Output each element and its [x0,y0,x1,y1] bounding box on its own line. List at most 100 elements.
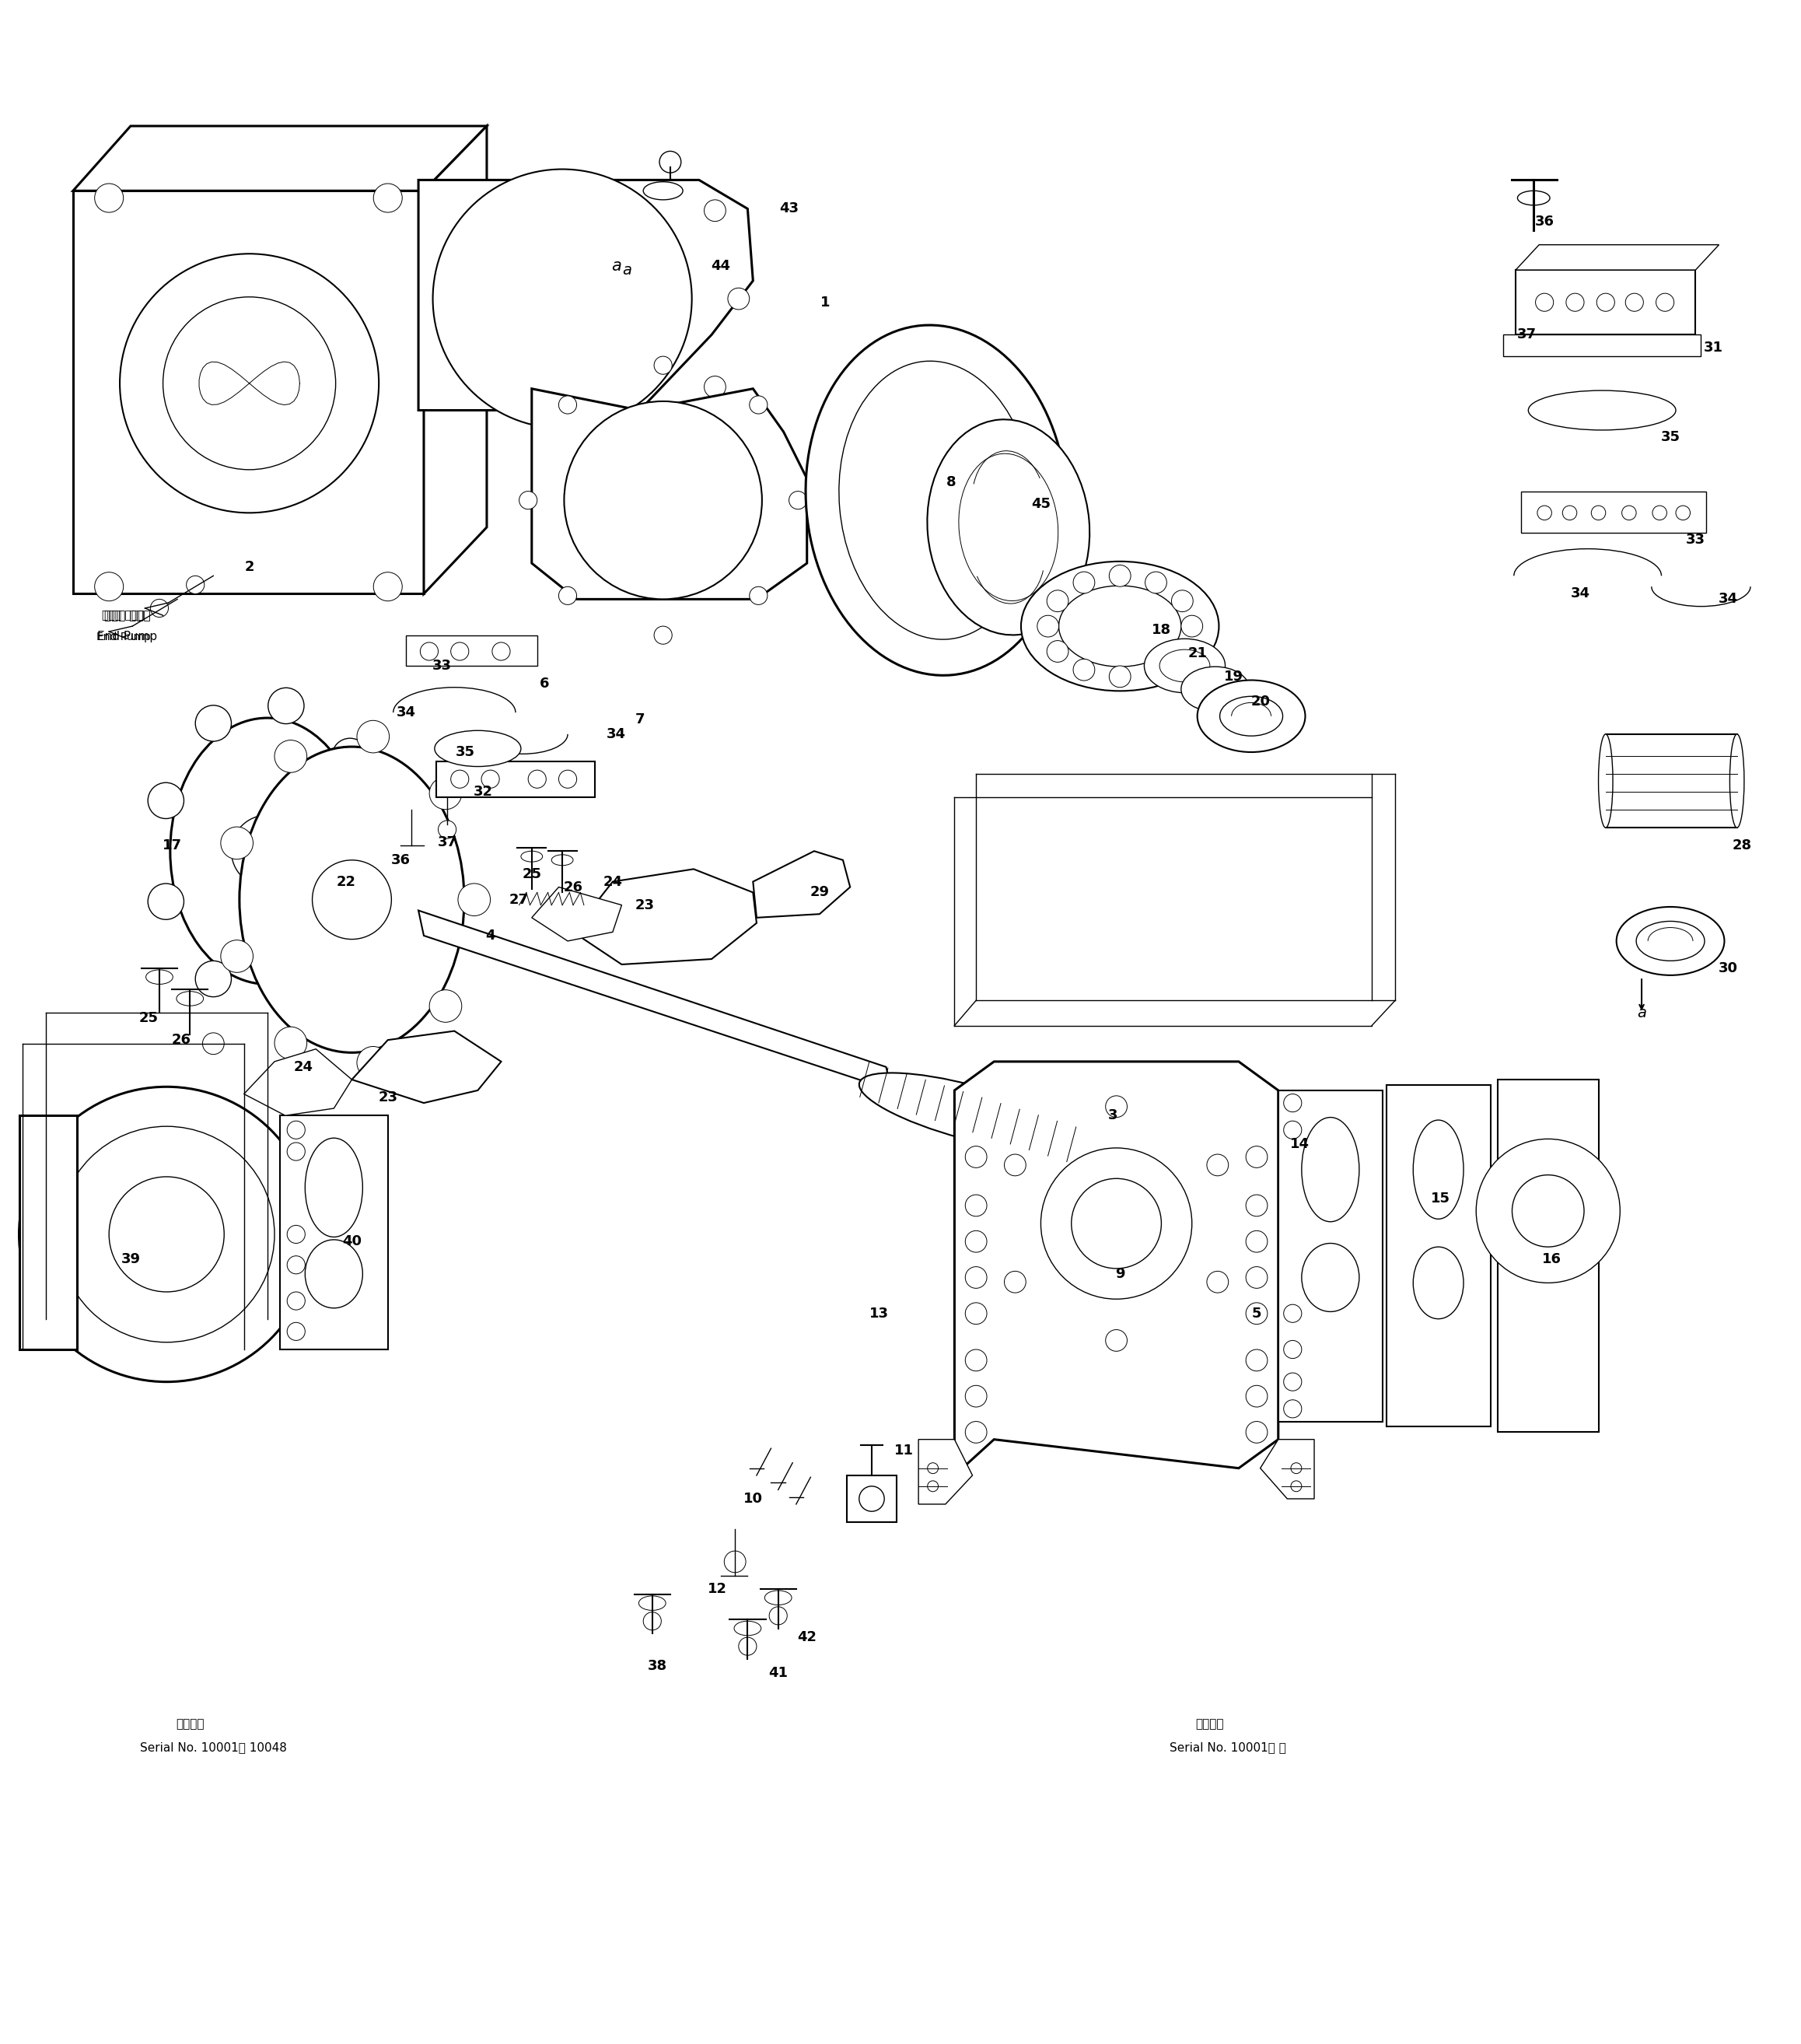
Polygon shape [74,127,486,190]
Circle shape [286,1322,304,1341]
Circle shape [1623,505,1637,519]
Circle shape [738,1637,756,1656]
Circle shape [1207,1155,1228,1175]
Circle shape [148,783,184,818]
Circle shape [274,740,306,773]
Circle shape [965,1196,987,1216]
Circle shape [110,1177,223,1292]
Circle shape [1171,640,1192,662]
Ellipse shape [1599,734,1614,828]
Circle shape [95,572,124,601]
Text: 26: 26 [171,1032,191,1047]
Circle shape [769,1607,787,1625]
Text: 42: 42 [798,1631,816,1643]
Circle shape [965,1421,987,1443]
Polygon shape [74,190,423,595]
Circle shape [231,816,303,887]
Text: 23: 23 [378,1091,398,1104]
Circle shape [749,587,767,605]
Text: 20: 20 [1250,695,1270,709]
Text: 41: 41 [769,1666,787,1680]
Circle shape [457,883,490,916]
Polygon shape [573,869,756,965]
Polygon shape [405,636,537,666]
Polygon shape [243,1049,351,1116]
Ellipse shape [1198,681,1306,752]
Circle shape [151,599,167,617]
Circle shape [331,928,367,965]
Circle shape [1655,294,1673,311]
Polygon shape [955,1061,1279,1476]
Circle shape [1477,1139,1621,1284]
Circle shape [202,1032,223,1055]
Circle shape [1246,1147,1268,1167]
Circle shape [558,587,576,605]
Ellipse shape [1059,587,1181,666]
Circle shape [1005,1155,1027,1175]
Circle shape [965,1386,987,1406]
Circle shape [286,1143,304,1161]
Circle shape [1041,1149,1192,1300]
Circle shape [357,834,393,869]
Circle shape [1145,658,1167,681]
Circle shape [1246,1196,1268,1216]
Circle shape [1246,1421,1268,1443]
Polygon shape [1387,1085,1491,1427]
Text: 適用号機: 適用号機 [176,1717,204,1729]
Circle shape [1626,294,1644,311]
Circle shape [286,1292,304,1310]
Ellipse shape [240,746,465,1053]
Circle shape [195,961,231,997]
Circle shape [286,1255,304,1273]
Ellipse shape [304,1241,362,1308]
Ellipse shape [1181,666,1250,711]
Circle shape [1675,505,1689,519]
Text: 35: 35 [456,746,475,758]
Text: 45: 45 [1032,497,1050,511]
Polygon shape [418,180,753,411]
Text: 23: 23 [636,897,656,912]
Circle shape [1592,505,1606,519]
Circle shape [1072,1179,1162,1269]
Text: 34: 34 [1570,587,1590,601]
Text: 29: 29 [810,885,828,899]
Text: 27: 27 [510,893,529,908]
Polygon shape [1606,734,1736,828]
Circle shape [558,771,576,789]
Circle shape [728,288,749,309]
Circle shape [1652,505,1666,519]
Circle shape [704,200,726,221]
Circle shape [1246,1349,1268,1372]
Circle shape [1284,1341,1302,1359]
Circle shape [1291,1480,1302,1492]
Ellipse shape [805,325,1068,675]
Text: 33: 33 [1686,533,1706,548]
Circle shape [659,151,681,174]
Circle shape [420,642,438,660]
Ellipse shape [176,991,204,1006]
Ellipse shape [169,717,364,985]
Text: 34: 34 [607,728,627,742]
Circle shape [331,738,367,775]
Circle shape [519,491,537,509]
Ellipse shape [928,419,1090,636]
Circle shape [274,1026,306,1059]
Ellipse shape [1729,734,1743,828]
Circle shape [1109,666,1131,687]
Circle shape [749,397,767,413]
Circle shape [1597,294,1615,311]
Ellipse shape [520,850,542,863]
Polygon shape [20,1116,77,1349]
Circle shape [1037,615,1059,638]
Circle shape [1284,1120,1302,1139]
Text: 10: 10 [744,1492,762,1506]
Text: 24: 24 [603,875,623,889]
Ellipse shape [639,1596,666,1611]
Circle shape [373,184,402,213]
Circle shape [429,989,461,1022]
Circle shape [1246,1386,1268,1406]
Text: a: a [1637,1006,1646,1020]
Circle shape [928,1480,938,1492]
Text: 1: 1 [819,294,830,309]
Circle shape [965,1230,987,1253]
